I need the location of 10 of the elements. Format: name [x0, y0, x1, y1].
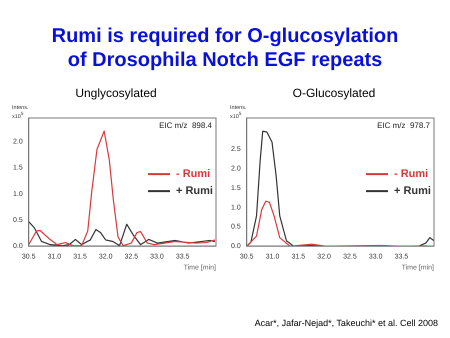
chart-title: O-Glucosylated [292, 86, 376, 100]
annotation: EIC m/z 898.4 [159, 121, 213, 130]
text: Rumi is required for O-glucosylation of Drosophila Notch EGF repeats [50, 24, 400, 73]
annotation: EIC m/z 978.7 [377, 121, 431, 130]
chart-title: Unglycosylated [74, 86, 158, 100]
legend-label: + Rumi [176, 185, 213, 198]
legend-label: - Rumi [176, 168, 210, 180]
legend-label: + Rumi [394, 185, 431, 198]
text: Acar*, Jafar-Nejad*, Takeuchi* et al. Cell 2008 [254, 318, 438, 328]
legend-label: - Rumi [394, 168, 428, 180]
